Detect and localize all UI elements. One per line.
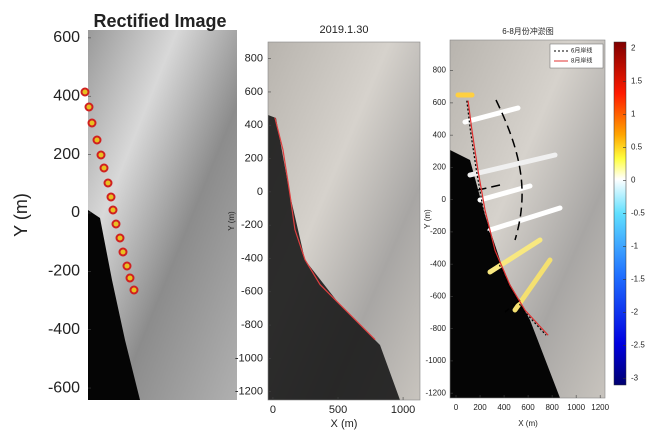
y-axis-label: Y (m) [227, 211, 236, 231]
shadow [450, 150, 560, 398]
colorbar-tick-label: 2 [631, 44, 636, 53]
y-tick-label: -400 [48, 321, 80, 338]
x-tick-label: 500 [329, 404, 347, 416]
y-tick-label: 0 [257, 186, 263, 198]
y-tick-label: 400 [53, 87, 80, 104]
y-tick-label: -1200 [235, 386, 263, 398]
y-tick-label: 0 [442, 195, 447, 204]
y-tick-label: -200 [430, 227, 447, 236]
shoreline [274, 117, 376, 341]
colorbar-tick-label: -3 [631, 374, 639, 383]
y-tick-label: -600 [430, 292, 447, 301]
y-tick-label: -200 [48, 263, 80, 280]
y-axis-label: Y (m) [423, 209, 432, 229]
x-axis-label: X (m) [518, 419, 538, 428]
colorbar-tick-label: -2.5 [631, 341, 645, 350]
x-tick-label: 0 [454, 403, 459, 412]
axes-frame [267, 41, 421, 401]
gcp-dots [80, 87, 139, 295]
y-tick-label: 800 [245, 53, 263, 65]
y-tick-label: -1000 [235, 352, 263, 364]
colorbar-tick-label: 0 [631, 176, 636, 185]
panel-title: Rectified Image [93, 11, 226, 31]
y-tick-label: 800 [433, 66, 447, 75]
x-tick-label: 1200 [591, 403, 609, 412]
colorbar-tick-label: 1.5 [631, 77, 643, 86]
colorbar-tick-label: 0.5 [631, 143, 643, 152]
colorbar-tick-label: -2 [631, 308, 639, 317]
y-tick-label: 0 [71, 204, 80, 221]
x-axis-label: X (m) [331, 418, 358, 430]
y-tick-label: 400 [245, 119, 263, 131]
y-tick-label: -400 [241, 252, 263, 264]
y-axis-label: Y (m) [11, 193, 31, 237]
x-tick-label: 1000 [567, 403, 585, 412]
y-tick-label: -400 [430, 259, 447, 268]
panel-title: 6-8月份冲淤图 [502, 26, 554, 36]
y-tick-label: -200 [241, 219, 263, 231]
x-tick-label: 1000 [391, 404, 415, 416]
legend-label: 6月岸线 [571, 47, 592, 55]
shadow [88, 210, 140, 400]
y-tick-label: 400 [433, 130, 447, 139]
x-tick-label: 400 [497, 403, 511, 412]
y-tick-label: -600 [48, 379, 80, 396]
y-tick-label: 200 [245, 152, 263, 164]
y-tick-label: 600 [433, 98, 447, 107]
colorbar-tick-label: -0.5 [631, 209, 645, 218]
axes-frame [449, 39, 606, 399]
y-tick-label: -1000 [426, 356, 447, 365]
y-tick-label: 200 [433, 163, 447, 172]
x-tick-label: 800 [545, 403, 559, 412]
x-tick-label: 600 [521, 403, 535, 412]
legend-label: 8月岸线 [571, 57, 592, 65]
colorbar-tick-label: -1.5 [631, 275, 645, 284]
x-tick-label: 200 [473, 403, 487, 412]
y-tick-label: 600 [245, 86, 263, 98]
colorbar-tick-label: 1 [631, 110, 636, 119]
x-tick-label: 0 [270, 404, 276, 416]
shoreline [466, 100, 547, 336]
shadow [268, 115, 400, 400]
y-tick-label: 200 [53, 146, 80, 163]
panel-title: 2019.1.30 [320, 24, 369, 36]
y-tick-label: -800 [430, 324, 447, 333]
shoreline [467, 100, 549, 336]
y-tick-label: 600 [53, 29, 80, 46]
legend [549, 43, 604, 69]
y-tick-label: -600 [241, 286, 263, 298]
colorbar-tick-label: -1 [631, 242, 639, 251]
y-tick-label: -1200 [426, 388, 447, 397]
y-tick-label: -800 [241, 319, 263, 331]
